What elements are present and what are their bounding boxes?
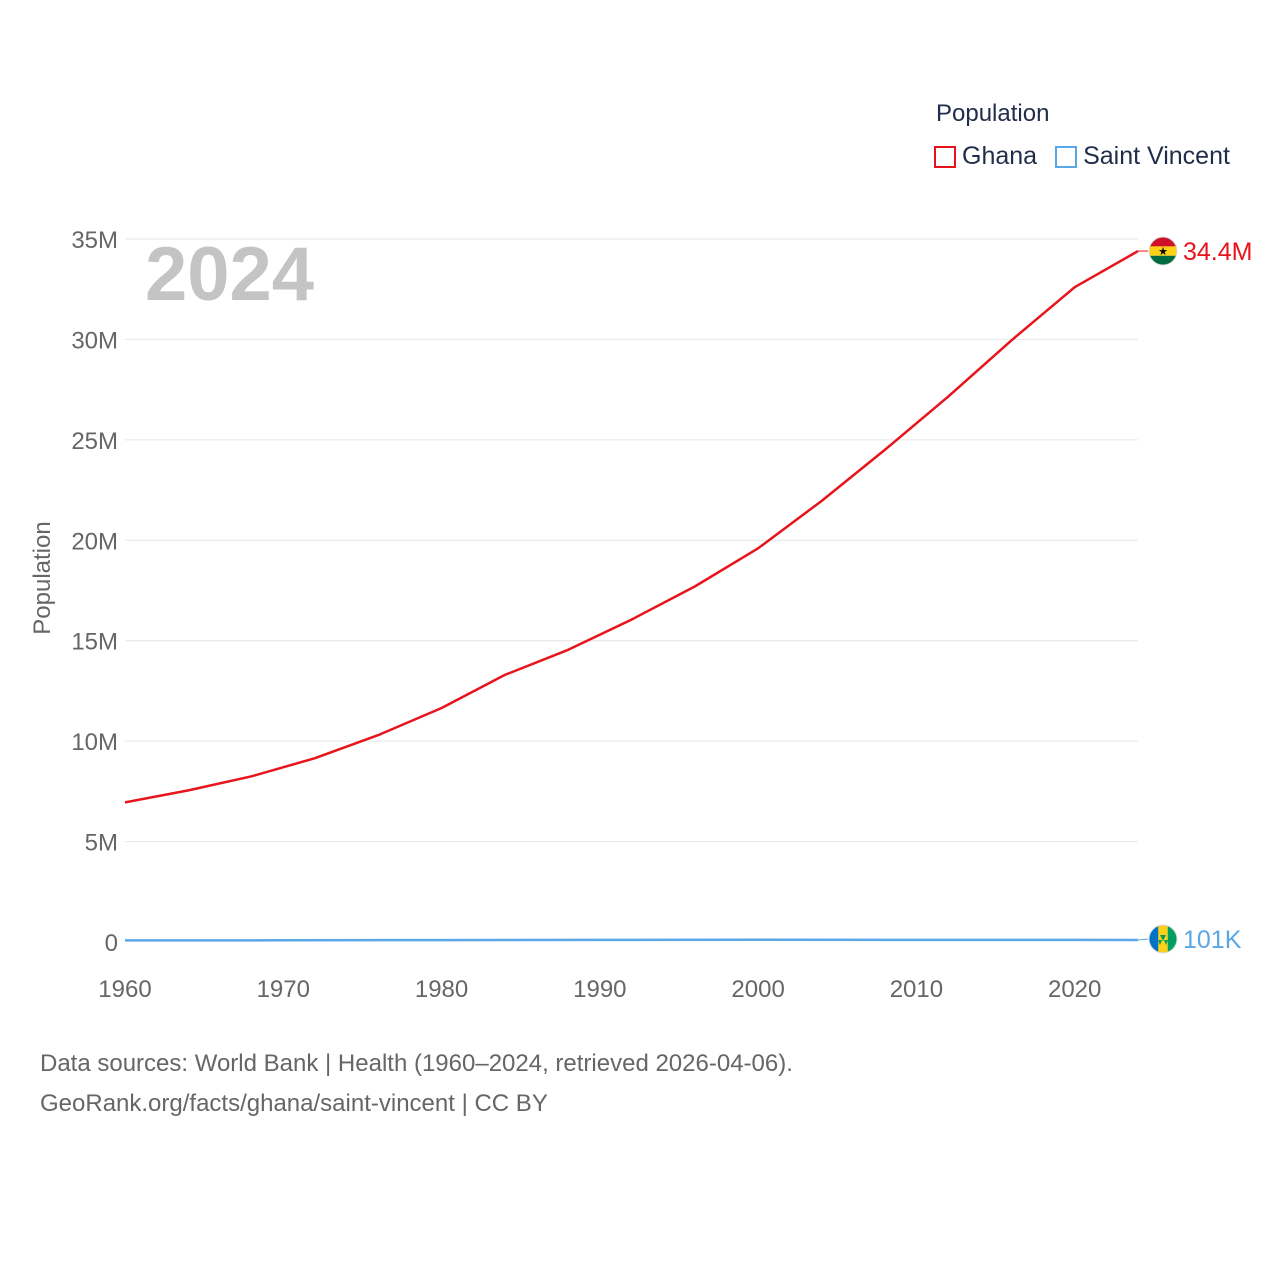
series-line-ghana <box>124 250 1139 804</box>
y-tick-label: 20M <box>71 528 118 555</box>
end-label-ghana: 34.4M <box>1183 238 1252 266</box>
y-tick-label: 35M <box>71 227 118 254</box>
y-tick-label: 0 <box>105 930 118 957</box>
end-label-saint-vincent: 101K <box>1183 926 1242 954</box>
footer: Data sources: World Bank | Health (1960–… <box>40 1044 793 1124</box>
legend-item-saint-vincent[interactable]: Saint Vincent <box>1055 142 1230 171</box>
legend-label-ghana: Ghana <box>962 142 1038 170</box>
legend-title: Population <box>936 100 1050 127</box>
y-tick-label: 10M <box>71 729 118 756</box>
gridlines <box>125 238 1138 843</box>
y-axis-ticks: 0 5M 10M 15M 20M 25M 30M 35M <box>71 227 118 957</box>
x-tick-label: 2020 <box>1048 976 1101 1003</box>
y-tick-label: 15M <box>71 629 118 656</box>
y-tick-label: 25M <box>71 428 118 455</box>
legend: Ghana Saint Vincent <box>934 142 1248 171</box>
series-lines <box>124 250 1139 942</box>
year-label: 2024 <box>145 232 314 317</box>
footer-link[interactable]: GeoRank.org/facts/ghana/saint-vincent | … <box>40 1090 548 1117</box>
y-axis-title: Population <box>29 521 56 634</box>
ghana-flag-icon: ★ <box>1148 236 1178 266</box>
x-tick-label: 1990 <box>573 976 626 1003</box>
legend-swatch-ghana <box>934 145 956 168</box>
x-tick-label: 1980 <box>415 976 468 1003</box>
x-tick-label: 2000 <box>731 976 784 1003</box>
legend-label-saint-vincent: Saint Vincent <box>1083 142 1230 170</box>
series-line-saint-vincent <box>124 938 1139 942</box>
x-tick-label: 2010 <box>890 976 943 1003</box>
saint-vincent-flag-icon <box>1148 924 1178 954</box>
x-tick-label: 1960 <box>98 976 151 1003</box>
y-tick-label: 5M <box>85 830 118 857</box>
y-tick-label: 30M <box>71 327 118 354</box>
x-axis-ticks: 1960 1970 1980 1990 2000 2010 2020 <box>98 976 1101 1003</box>
x-tick-label: 1970 <box>257 976 310 1003</box>
legend-item-ghana[interactable]: Ghana <box>934 142 1037 171</box>
svg-text:★: ★ <box>1158 245 1168 258</box>
end-markers: ★ 34.4M 101K <box>1137 236 1252 954</box>
leader-line-saint-vincent <box>1137 938 1149 941</box>
legend-swatch-saint-vincent <box>1055 145 1078 168</box>
footer-sources: Data sources: World Bank | Health (1960–… <box>40 1050 793 1077</box>
